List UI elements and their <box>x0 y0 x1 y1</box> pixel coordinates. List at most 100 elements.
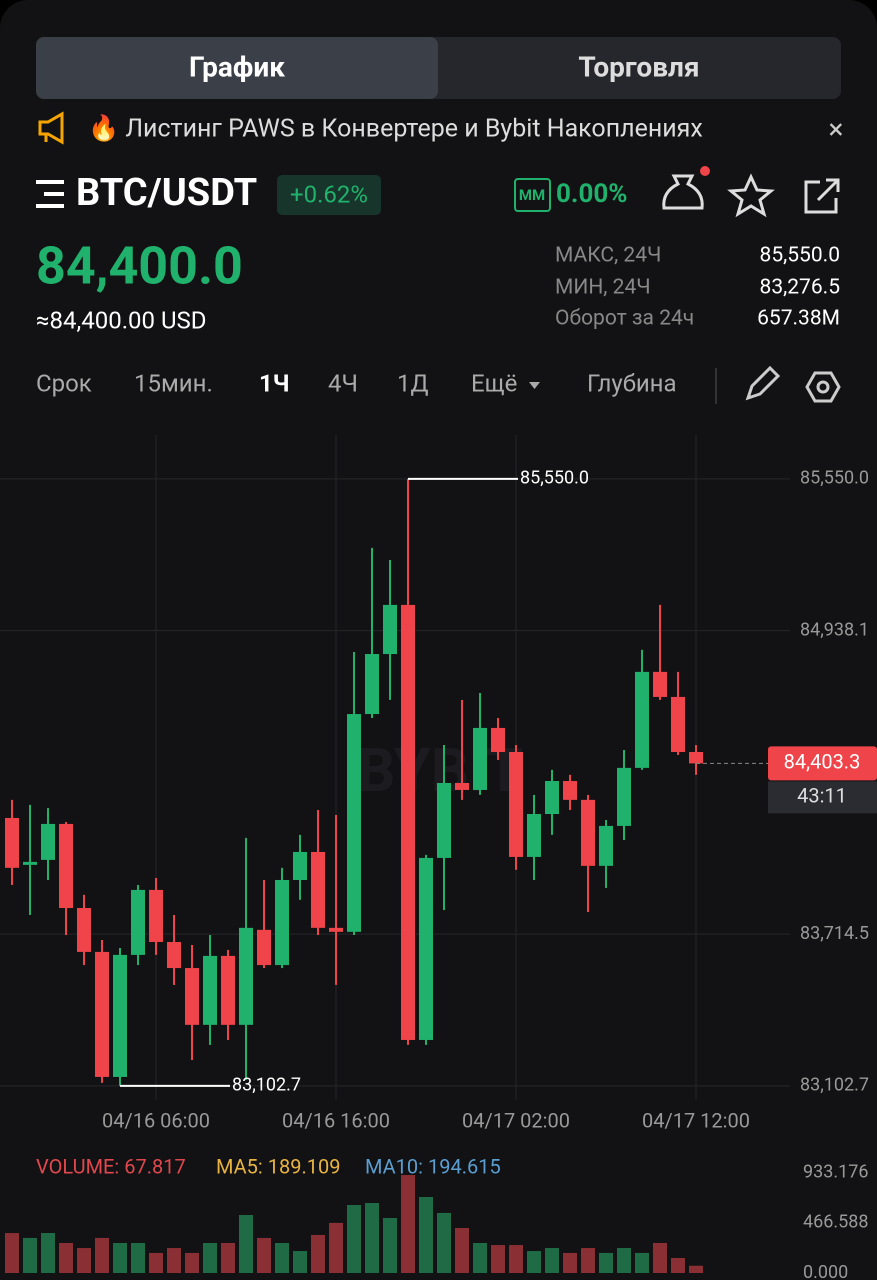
volume-bar <box>509 1245 523 1273</box>
timeframe-active[interactable]: 1Ч <box>259 369 289 397</box>
y-tick-label: 83,102.7 <box>800 1075 869 1096</box>
candle-body <box>509 751 523 857</box>
timeframe[interactable]: 15мин. <box>134 369 213 397</box>
candle-body <box>95 951 109 1077</box>
candle-body <box>41 823 55 860</box>
announcement[interactable]: 🔥 Листинг PAWS в Конвертере и Bybit Нако… <box>88 114 703 144</box>
volume-bar <box>41 1233 55 1273</box>
candle-body <box>527 814 541 857</box>
candle-body <box>257 929 271 966</box>
candle-body <box>401 604 415 1040</box>
volume-bar <box>419 1196 433 1273</box>
volume-bar <box>671 1257 685 1273</box>
timeframe[interactable]: 4Ч <box>328 369 358 397</box>
volume-bar <box>95 1237 109 1273</box>
last-price-label: 84,403.3 <box>784 750 861 774</box>
volume-bar <box>365 1202 379 1273</box>
tab[interactable]: Торговля <box>578 50 699 83</box>
timeframe[interactable]: Ещё <box>471 369 517 397</box>
volume-bar <box>203 1242 217 1273</box>
volume-bar <box>23 1237 37 1273</box>
volume-bar <box>329 1222 343 1273</box>
volume-bar <box>59 1242 73 1273</box>
favorite-icon[interactable] <box>727 173 775 218</box>
volume-bar <box>113 1242 127 1273</box>
candle-body <box>581 799 595 866</box>
candle-body <box>491 727 505 752</box>
share-icon[interactable] <box>804 178 840 214</box>
volume-bar <box>293 1251 307 1273</box>
volume-bar <box>437 1212 451 1273</box>
volume-bar <box>635 1252 649 1273</box>
close-icon[interactable]: × <box>829 112 844 145</box>
tab-active[interactable] <box>36 37 438 99</box>
candle-body <box>617 767 631 826</box>
pair[interactable]: BTC/USDT <box>76 171 257 215</box>
candle-body <box>185 968 199 1025</box>
depth-tab[interactable]: Глубина <box>587 369 677 397</box>
change-badge <box>277 175 381 215</box>
volume-bar <box>347 1205 361 1273</box>
tab[interactable]: График <box>189 50 285 83</box>
volume-bar <box>383 1218 397 1273</box>
candle-body <box>293 851 307 880</box>
candle-body <box>635 671 649 768</box>
mm-label: MM <box>519 186 545 204</box>
change: +0.62% <box>290 180 368 208</box>
annotation-label: 85,550.0 <box>520 468 589 489</box>
mm-value: 0.00% <box>556 179 628 209</box>
candle-body <box>239 927 253 1025</box>
candle-body <box>5 817 19 868</box>
countdown-box <box>768 781 877 814</box>
dropdown-arrow <box>529 382 540 389</box>
volume-bar <box>401 1175 415 1273</box>
volume-bar <box>149 1252 163 1273</box>
volume-bar <box>473 1242 487 1273</box>
volume-bar <box>5 1233 19 1273</box>
x-tick-label: 04/17 02:00 <box>462 1108 570 1132</box>
candle-body <box>599 825 613 866</box>
candle-body <box>59 823 73 909</box>
candle-body <box>473 727 487 790</box>
y-tick-label: 83,714.5 <box>800 923 869 944</box>
x-tick-label: 04/16 16:00 <box>282 1108 390 1132</box>
last-price-box <box>768 746 877 781</box>
candle-body <box>383 604 397 655</box>
candle-body <box>77 908 91 952</box>
volume-bar <box>185 1252 199 1273</box>
timeframe[interactable]: Срок <box>36 369 92 397</box>
stat-value: 657.38M <box>757 307 840 331</box>
draw-icon[interactable] <box>745 365 781 401</box>
stat-value: 85,550.0 <box>760 244 840 268</box>
volume-bar <box>275 1242 289 1273</box>
menu-icon[interactable] <box>36 180 64 208</box>
timeframe[interactable]: 1Д <box>397 369 429 397</box>
candle-body <box>203 955 217 1025</box>
candle-body <box>653 671 667 697</box>
y-tick-label: 466.588 <box>803 1212 868 1233</box>
volume-bar <box>77 1248 91 1273</box>
volume-bar <box>257 1237 271 1273</box>
volume-bar <box>599 1252 613 1273</box>
price: 84,400.0 <box>36 236 243 297</box>
volume-bar <box>455 1227 469 1273</box>
candle-body <box>113 954 127 1077</box>
volume-bar <box>581 1248 595 1273</box>
x-tick-label: 04/17 12:00 <box>642 1108 750 1132</box>
candle-body <box>23 861 37 865</box>
volume-bar <box>491 1245 505 1273</box>
volume-bar <box>617 1248 631 1273</box>
megaphone-icon <box>38 111 64 145</box>
bonus-icon[interactable] <box>662 166 710 210</box>
settings-icon[interactable] <box>805 371 841 403</box>
stat-label: Оборот за 24ч <box>555 307 694 331</box>
candle-body <box>275 879 289 966</box>
volume-bar <box>167 1248 181 1273</box>
candle-body <box>437 783 451 858</box>
candle-body <box>167 941 181 969</box>
mm-box <box>514 178 551 212</box>
countdown: 43:11 <box>797 784 847 808</box>
candle-body <box>563 781 577 800</box>
candle-body <box>311 851 325 928</box>
